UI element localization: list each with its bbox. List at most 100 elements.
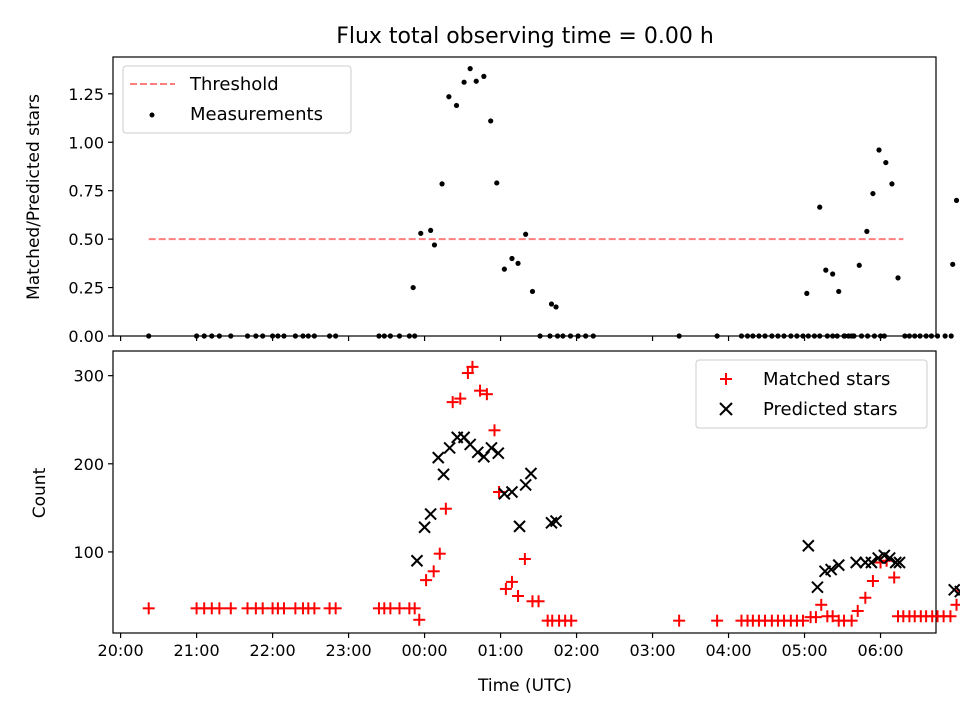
measurements-point <box>193 333 200 339</box>
measurements-point <box>714 333 720 339</box>
measurements-point <box>547 333 553 339</box>
measurements-point <box>738 333 745 339</box>
measurements-point <box>842 333 848 339</box>
measurements-point <box>864 228 870 234</box>
bottom-y-tick-label: 300 <box>73 367 104 386</box>
top-panel: 0.00 0.25 0.50 0.75 1.00 1.25 Matched/Predict… <box>24 56 960 346</box>
measurements-point <box>488 118 494 124</box>
x-tick-label: 05:00 <box>781 641 827 660</box>
measurements-point <box>509 255 515 262</box>
threshold-legend-label: Threshold <box>189 74 279 95</box>
measurements-point <box>523 231 529 237</box>
predicted-stars-point <box>524 467 538 480</box>
measurements-point <box>567 333 574 339</box>
matched-stars-point <box>446 396 459 409</box>
matched-stars-point <box>433 547 446 560</box>
measurements-point <box>895 275 901 281</box>
measurements-point <box>244 333 251 339</box>
bottom-panel: 100 200 300 20:00 21:00 22:00 23:00 00:00 01:00… <box>30 350 960 696</box>
matched-stars-point <box>408 602 421 615</box>
matched-stars-point <box>461 367 474 380</box>
matched-stars-point <box>142 602 155 615</box>
matched-stars-point <box>955 589 960 592</box>
measurements-point <box>769 333 775 339</box>
x-tick-label: 03:00 <box>629 641 675 660</box>
predicted-stars-point <box>410 554 424 567</box>
matched-stars-point <box>474 384 487 397</box>
x-tick-label: 02:00 <box>554 641 600 660</box>
measurements-point <box>856 262 862 268</box>
measurements-point <box>473 78 479 84</box>
measurements-point <box>817 204 823 210</box>
matched-stars-point <box>944 610 957 623</box>
measurements-point <box>849 333 855 339</box>
measurements-point <box>942 333 948 339</box>
measurements-point <box>209 333 215 339</box>
measurements-point <box>326 333 333 339</box>
measurements-point <box>418 230 424 236</box>
measurements-point <box>781 333 787 339</box>
measurements-point <box>889 181 895 187</box>
measurements-point <box>529 288 536 295</box>
top-legend: Threshold Measurements <box>122 65 352 134</box>
measurements-point <box>906 333 913 339</box>
measurements-point <box>817 333 823 339</box>
matched-stars-point <box>420 574 433 587</box>
measurements-point <box>428 227 434 234</box>
measurements-point <box>467 66 473 72</box>
x-tick-label: 20:00 <box>98 641 144 660</box>
measurements-point <box>912 333 918 339</box>
measurements-point <box>333 333 339 339</box>
top-series <box>146 66 960 339</box>
measurements-point <box>311 333 317 339</box>
measurements-point <box>824 333 830 339</box>
measurements-point <box>269 333 276 339</box>
measurements-point <box>877 333 884 339</box>
matched-stars-point <box>532 595 545 608</box>
top-y-ticks: 0.00 0.25 0.50 0.75 1.00 1.25 <box>68 85 113 346</box>
matched-stars-point <box>413 613 426 626</box>
predicted-stars-point <box>498 487 511 500</box>
measurements-point <box>481 73 487 79</box>
measurements-point <box>253 333 259 339</box>
top-panel-frame <box>112 56 937 337</box>
predicted-stars-point <box>883 551 896 565</box>
matched-stars-point <box>797 614 810 627</box>
measurements-point <box>554 333 561 339</box>
top-y-tick-label: 1.00 <box>68 133 104 152</box>
predicted-stars-point <box>802 539 815 552</box>
matched-stars-point <box>454 392 467 405</box>
measurements-point <box>800 333 806 339</box>
bottom-x-ticks: 20:00 21:00 22:00 23:00 00:00 01:00 02:00 03:00… <box>98 633 904 660</box>
x-tick-label: 22:00 <box>250 641 296 660</box>
measurements-point <box>575 333 581 339</box>
matched-stars-point <box>427 565 440 578</box>
measurements-point <box>494 180 500 186</box>
measurements-point <box>762 333 768 339</box>
measurements-point <box>794 333 800 339</box>
measurements-point <box>858 333 865 339</box>
measurements-point <box>305 333 311 339</box>
top-y-tick-label: 1.25 <box>68 85 104 104</box>
measurements-point <box>750 333 756 339</box>
measurements-point <box>948 333 954 339</box>
matched-stars-point <box>277 602 290 615</box>
bottom-y-tick-label: 100 <box>73 543 104 562</box>
predicted-stars-point <box>865 556 878 569</box>
predicted-stars-point <box>505 485 519 499</box>
measurements-point <box>950 261 956 267</box>
predicted-stars-point <box>424 507 437 521</box>
measurements-point <box>953 197 960 203</box>
measurements-point <box>871 333 878 339</box>
predicted-stars-point <box>850 556 863 569</box>
measurements-point <box>836 288 842 295</box>
measurements-point <box>870 190 876 197</box>
predicted-stars-point <box>485 441 498 455</box>
measurements-point <box>201 333 207 339</box>
matched-stars-point <box>673 614 686 627</box>
bottom-series <box>142 360 960 627</box>
top-y-tick-label: 0.50 <box>68 230 104 249</box>
matched-stars-point <box>480 388 493 401</box>
predicted-stars-point <box>418 521 431 534</box>
